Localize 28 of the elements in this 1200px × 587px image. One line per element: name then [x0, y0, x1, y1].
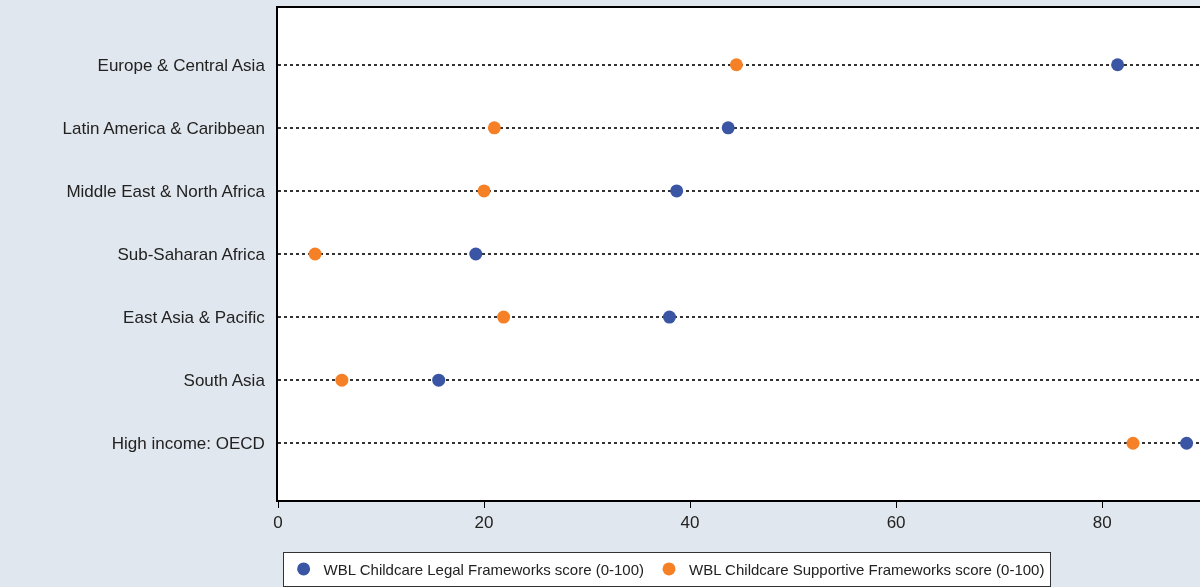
- x-tick-label: 20: [474, 513, 494, 533]
- point: [1111, 58, 1125, 72]
- point: [670, 184, 684, 198]
- point: [335, 373, 349, 387]
- x-tick-label: 40: [680, 513, 700, 533]
- legend-label: WBL Childcare Legal Frameworks score (0-100): [323, 560, 645, 578]
- x-tick-label: 80: [1092, 513, 1112, 533]
- x-tick-label: 60: [886, 513, 906, 533]
- point: [1126, 436, 1140, 450]
- point: [497, 310, 511, 324]
- y-tick-label: High income: OECD: [111, 434, 265, 454]
- x-tick-label: 0: [273, 513, 283, 533]
- y-tick-label: Sub-Saharan Africa: [117, 244, 266, 264]
- point: [477, 184, 491, 198]
- point: [1180, 436, 1194, 450]
- point: [308, 247, 322, 261]
- point: [469, 247, 483, 261]
- legend-label: WBL Childcare Supportive Frameworks score (0-100): [689, 560, 1045, 578]
- y-tick-label: Europe & Central Asia: [97, 55, 266, 75]
- point: [721, 121, 735, 135]
- y-tick-label: Middle East & North Africa: [66, 181, 266, 201]
- y-tick-label: South Asia: [183, 371, 266, 391]
- point: [432, 373, 446, 387]
- point: [487, 121, 501, 135]
- point: [662, 310, 676, 324]
- point: [729, 58, 743, 72]
- y-tick-label: Latin America & Caribbean: [62, 118, 265, 138]
- y-tick-label: East Asia & Pacific: [123, 308, 266, 328]
